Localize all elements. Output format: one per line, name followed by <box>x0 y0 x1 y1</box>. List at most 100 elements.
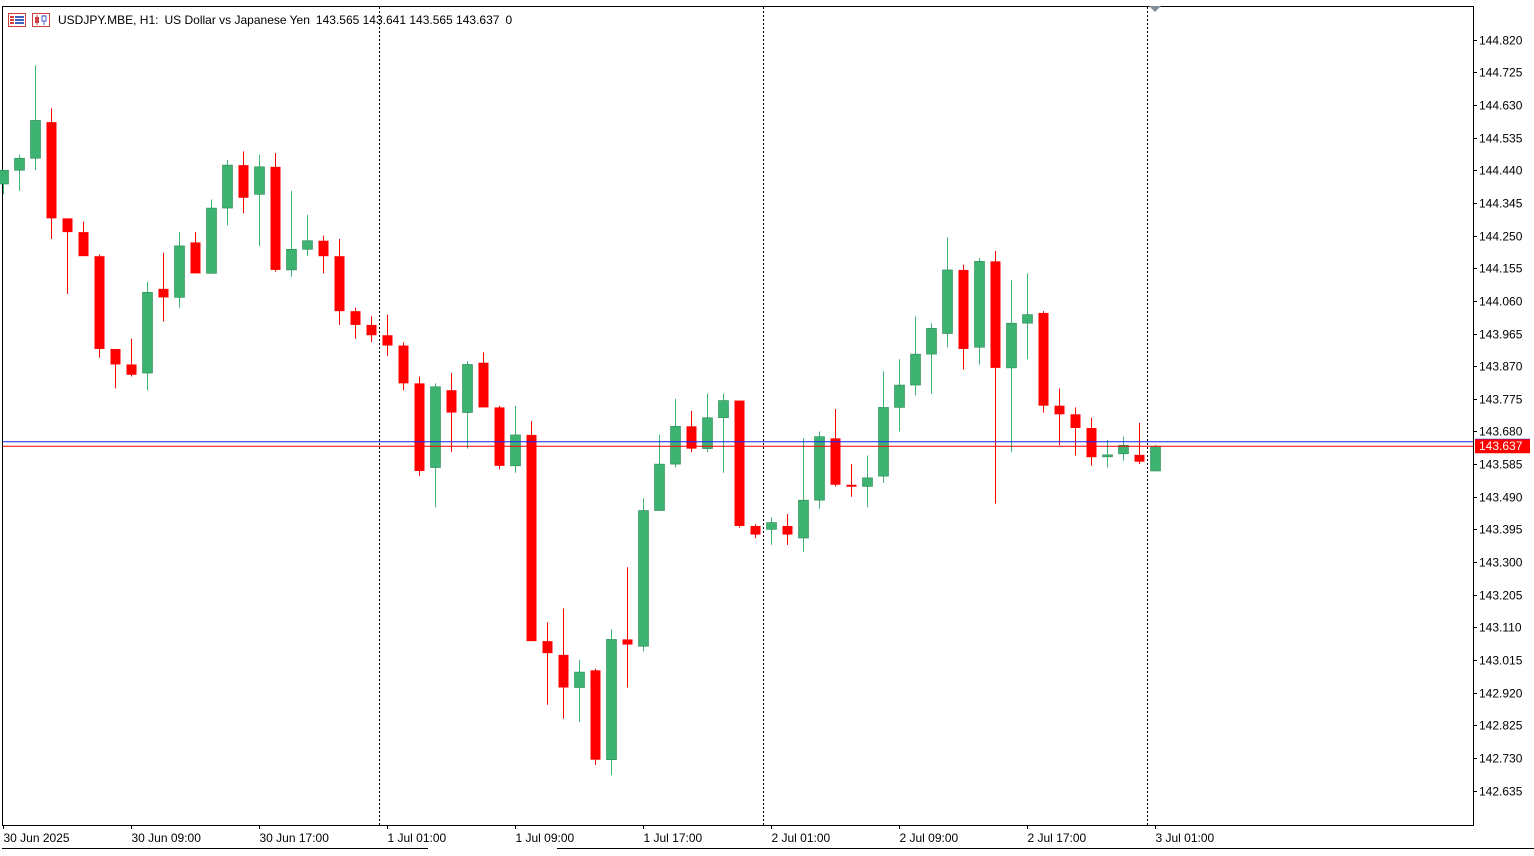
candle <box>558 608 569 719</box>
candle-body-bull <box>30 120 41 159</box>
candle-body-bear <box>1038 312 1049 406</box>
y-tick-label: 142.920 <box>1479 687 1523 701</box>
symbol-timeframe: USDJPY.MBE, H1: <box>58 13 159 27</box>
candle <box>1054 388 1065 446</box>
candle <box>990 251 1001 504</box>
candle-body-bear <box>1070 414 1081 429</box>
y-tick-label: 143.680 <box>1479 425 1523 439</box>
x-tick-label: 30 Jun 2025 <box>4 831 70 845</box>
candles-icon[interactable] <box>32 13 50 27</box>
x-tick-label: 2 Jul 01:00 <box>772 831 831 845</box>
candle-body-bull <box>1118 444 1129 455</box>
candle-body-bear <box>990 261 1001 368</box>
chart-header: USDJPY.MBE, H1: US Dollar vs Japanese Ye… <box>8 11 512 29</box>
y-tick-label: 144.725 <box>1479 66 1523 80</box>
y-tick-label: 143.395 <box>1479 523 1523 537</box>
candle-body-bear <box>1054 405 1065 415</box>
x-tick-label: 30 Jun 09:00 <box>132 831 202 845</box>
candle <box>862 455 873 508</box>
candle-body-bull <box>1006 322 1017 369</box>
candle <box>158 252 169 322</box>
candle-body-bear <box>398 345 409 384</box>
candle-body-bull <box>862 477 873 487</box>
y-tick-label: 144.345 <box>1479 197 1523 211</box>
symbol-list-icon[interactable] <box>8 13 26 27</box>
candle <box>590 668 601 765</box>
candle <box>446 373 457 453</box>
candle-body-bear <box>350 311 361 325</box>
candle <box>846 464 857 497</box>
y-tick-label: 142.635 <box>1479 785 1523 799</box>
x-tick-label: 30 Jun 17:00 <box>260 831 330 845</box>
candle-body-bear <box>1086 428 1097 458</box>
candle <box>254 154 265 246</box>
y-tick-label: 143.490 <box>1479 491 1523 505</box>
candle <box>910 316 921 396</box>
y-tick-label: 143.110 <box>1479 621 1522 635</box>
candle <box>622 567 633 688</box>
candle <box>350 307 361 339</box>
candle-body-bear <box>78 232 89 257</box>
candle <box>302 214 313 257</box>
candle-body-bull <box>926 328 937 355</box>
candle-body-bull <box>206 207 217 274</box>
candle-body-bull <box>0 169 9 185</box>
y-tick-label: 143.775 <box>1479 393 1523 407</box>
y-tick-label: 143.870 <box>1479 360 1523 374</box>
candle <box>462 361 473 449</box>
candle <box>958 264 969 370</box>
candle <box>494 405 505 470</box>
candle <box>894 359 905 432</box>
candle-body-bull <box>1150 445 1161 472</box>
candle-body-bear <box>126 364 137 375</box>
candle <box>782 513 793 545</box>
candle-body-bull <box>1102 454 1113 458</box>
candle <box>542 622 553 705</box>
candle-body-bull <box>942 269 953 334</box>
candle <box>574 660 585 722</box>
candle-body-bull <box>654 463 665 511</box>
candle-body-bull <box>974 261 985 348</box>
y-tick-label: 144.630 <box>1479 99 1523 113</box>
candle-body-bear <box>622 639 633 645</box>
candle-body-bull <box>718 400 729 419</box>
candle <box>686 410 697 453</box>
candle <box>814 431 825 509</box>
candle <box>510 405 521 473</box>
candle-body-bear <box>590 670 601 760</box>
candle <box>430 383 441 508</box>
candle-body-bull <box>462 364 473 413</box>
candle-body-bear <box>94 256 105 349</box>
candle <box>606 629 617 776</box>
candle <box>798 438 809 552</box>
x-tick-label: 3 Jul 01:00 <box>1156 831 1215 845</box>
candle <box>926 323 937 394</box>
candle <box>478 352 489 408</box>
candle <box>414 376 425 477</box>
candle-body-bear <box>1134 454 1145 462</box>
candle-body-bull <box>670 426 681 465</box>
candle-body-bull <box>814 436 825 501</box>
candle-body-bear <box>382 335 393 346</box>
candle-body-bear <box>62 218 73 233</box>
bid-price-label: 143.637 <box>1479 439 1523 453</box>
candle-body-bear <box>686 426 697 449</box>
x-tick-label: 1 Jul 01:00 <box>388 831 447 845</box>
candle <box>222 159 233 226</box>
candle <box>238 151 249 214</box>
candle-body-bull <box>574 671 585 688</box>
candle <box>526 421 537 642</box>
candle-body-bull <box>14 157 25 171</box>
y-tick-label: 144.060 <box>1479 295 1523 309</box>
candle <box>190 232 201 274</box>
candle-body-bear <box>110 348 121 365</box>
candle-body-bull <box>174 245 185 298</box>
candle <box>702 393 713 453</box>
candle-body-bull <box>222 164 233 209</box>
candle-body-bear <box>446 390 457 413</box>
chart-shift-marker[interactable] <box>1149 6 1161 12</box>
candle <box>382 314 393 356</box>
y-tick-label: 144.250 <box>1479 230 1523 244</box>
